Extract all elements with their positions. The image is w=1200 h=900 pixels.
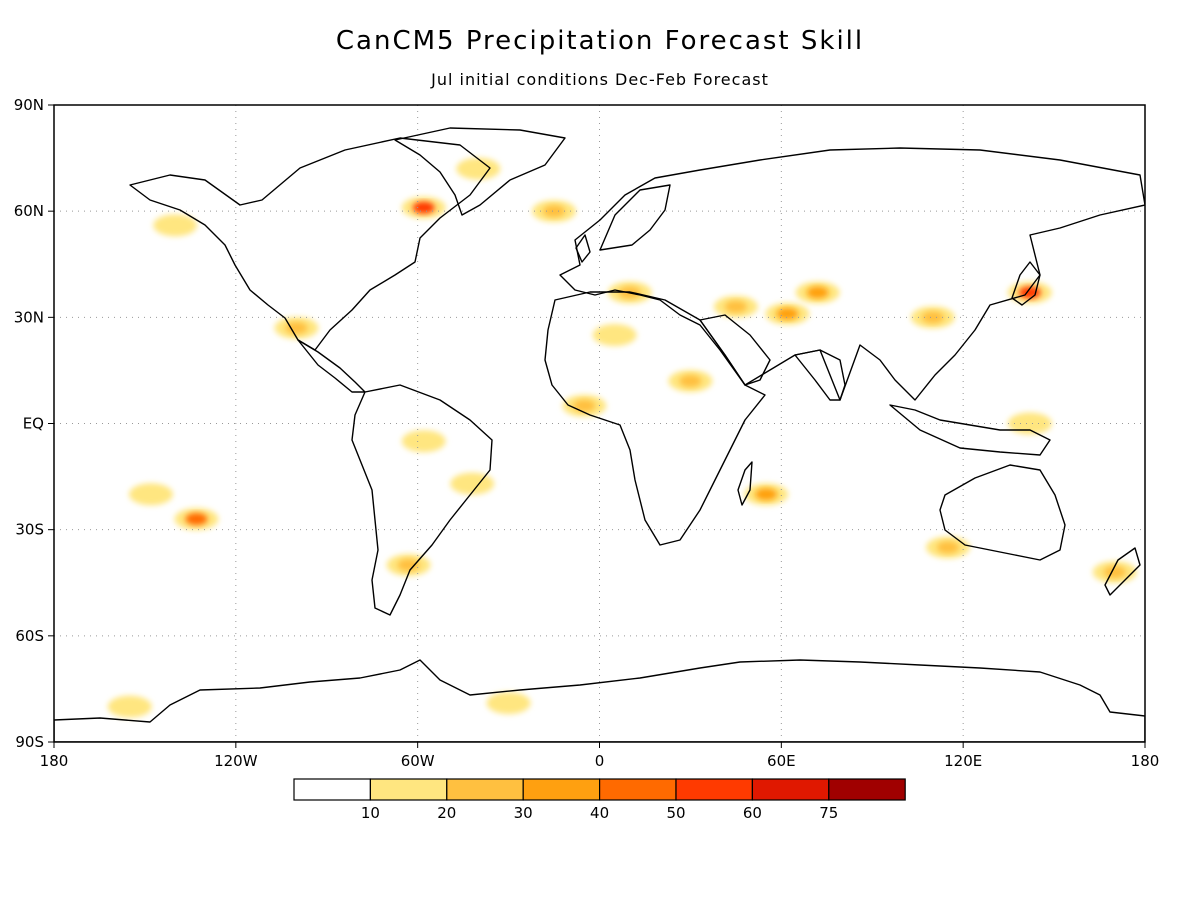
colorbar-swatch [828,778,906,801]
skill-region [532,200,577,223]
coast-antarctica [54,659,1145,742]
colorbar-label: 30 [514,804,533,822]
skill-region-core [937,541,960,554]
coast-new-zealand [1104,547,1141,596]
skill-region-core [679,375,702,388]
y-tick-label: 60N [14,202,44,220]
x-tick-label: 60E [767,752,796,770]
coast-japan [1011,261,1041,306]
colorbar-label: 10 [361,804,380,822]
colorbar-swatch [598,778,677,801]
colorbar: 10 20 30 40 50 60 75 [293,778,906,822]
skill-region-fill [486,692,531,715]
colorbar-swatch [369,778,448,801]
skill-region-core [285,321,308,334]
colorbar-label: 75 [819,804,838,822]
colorbar-label: 40 [590,804,609,822]
x-tick-label: 120W [214,752,258,770]
coast-eurasia [559,147,1145,401]
skill-region-core [397,559,420,572]
skill-region [795,281,840,304]
coast-central-america [297,339,366,393]
coast-australia [939,464,1066,561]
y-tick-label: EQ [23,415,44,433]
coast-scandinavia [599,184,671,251]
skill-region-fill [128,483,173,506]
skill-region [562,394,607,417]
colorbar-swatch [675,778,754,801]
skill-region [456,157,501,180]
skill-region-core [776,307,799,320]
skill-region [910,306,955,329]
coast-india [794,349,846,401]
y-tick-label: 90S [15,733,44,751]
chart-title: CanCM5 Precipitation Forecast Skill [335,26,865,56]
skill-region-core [755,488,778,501]
y-tick-label: 90N [14,96,44,114]
skill-region [592,324,637,347]
skill-region-core [543,205,566,218]
colorbar-label: 60 [743,804,762,822]
skill-region [926,536,971,559]
skill-region-fill [153,214,198,237]
skill-region [153,214,198,237]
y-tick-label: 30S [15,521,44,539]
colorbar-label: 50 [666,804,685,822]
x-tick-label: 120E [944,752,982,770]
skill-region [668,370,713,393]
skill-region-core [724,300,747,313]
colorbar-swatch [751,778,830,801]
skill-region [274,316,319,339]
x-tick-label: 180 [1131,752,1160,770]
colorbar-swatch [293,778,372,801]
skill-region [744,483,789,506]
coast-north-america [129,137,491,351]
skill-region-fill [456,157,501,180]
skill-region [174,508,219,531]
skill-region [401,430,446,453]
skill-region [713,295,758,318]
colorbar-label: 20 [437,804,456,822]
coastlines [54,127,1145,742]
coast-uk [575,234,591,263]
skill-region [128,483,173,506]
skill-region [1092,561,1137,584]
skill-region [107,695,152,718]
x-tick-label: 60W [401,752,435,770]
coast-africa [544,291,766,546]
skill-region [486,692,531,715]
skill-region [1007,412,1052,435]
chart-subtitle: Jul initial conditions Dec-Feb Forecast [431,70,769,89]
skill-region-core [412,201,435,214]
coast-greenland [394,127,566,216]
coast-indonesia [889,404,1051,456]
skill-region-core [185,513,208,526]
skill-region-core [921,311,944,324]
x-axis: 180 120W 60W 0 60E 120E 180 [40,742,1160,770]
y-tick-label: 30N [14,308,44,326]
y-tick-label: 60S [15,627,44,645]
map-grid [54,105,1145,742]
x-tick-label: 180 [40,752,69,770]
skill-region [401,196,446,219]
coast-arabia [699,314,771,386]
skill-region-core [806,286,829,299]
skill-region-core [1103,566,1126,579]
skill-region-core [573,399,596,412]
x-tick-label: 0 [595,752,605,770]
y-axis: 90N 60N 30N EQ 30S 60S 90S [14,96,54,751]
skill-region-fill [107,695,152,718]
skill-shading [107,157,1137,718]
coast-madagascar [737,461,753,506]
coast-south-america [351,384,493,616]
colorbar-swatch [446,778,524,801]
skill-region-fill [1007,412,1052,435]
skill-region-fill [592,324,637,347]
colorbar-swatch [522,778,601,801]
skill-region-fill [401,430,446,453]
skill-region [765,302,810,325]
